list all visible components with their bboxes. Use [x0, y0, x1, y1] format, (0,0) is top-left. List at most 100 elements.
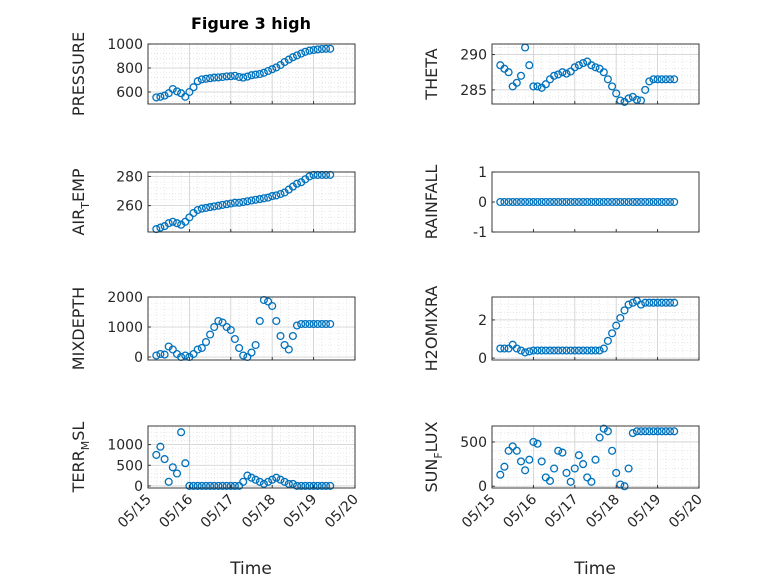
- data-point: [665, 75, 675, 84]
- data-point: [201, 203, 211, 212]
- data-point: [301, 47, 310, 56]
- data-point: [164, 219, 173, 228]
- data-point: [326, 481, 335, 490]
- data-point: [665, 298, 675, 307]
- data-point: [657, 298, 666, 307]
- data-point: [268, 192, 277, 201]
- data-point: [504, 446, 513, 455]
- y-tick-label: 1000: [107, 438, 143, 454]
- x-tick-label: 05/17: [542, 492, 582, 532]
- data-point: [292, 481, 302, 490]
- data-point: [317, 481, 326, 490]
- data-point: [239, 477, 248, 486]
- data-point: [587, 477, 596, 486]
- data-point: [579, 197, 588, 207]
- plot-area: [492, 172, 699, 232]
- data-point: [500, 462, 509, 471]
- data-point: [624, 300, 633, 309]
- data-point: [558, 448, 567, 457]
- data-point: [276, 331, 285, 341]
- data-point: [496, 470, 505, 479]
- data-point: [645, 427, 654, 436]
- data-point: [632, 427, 641, 436]
- data-point: [313, 319, 322, 329]
- data-point: [189, 83, 198, 92]
- data-point: [288, 479, 297, 488]
- y-tick-label: 280: [116, 169, 143, 185]
- data-point: [297, 481, 306, 490]
- data-point: [193, 481, 202, 490]
- data-point: [284, 345, 293, 354]
- data-point: [235, 343, 244, 353]
- x-tick-label: 05/20: [666, 492, 706, 532]
- data-point: [529, 82, 538, 91]
- data-point: [554, 346, 563, 355]
- data-point: [591, 455, 600, 464]
- data-point: [181, 217, 190, 226]
- data-point: [570, 63, 579, 72]
- data-point: [168, 84, 177, 94]
- x-tick-label: 05/19: [625, 492, 665, 532]
- data-point: [264, 477, 273, 486]
- subplot-sun-flux: 0 500 05/15 05/16 05/17 05/18 05/19 05/20 SUNFLU…: [422, 421, 706, 531]
- data-point: [156, 92, 165, 101]
- data-point: [516, 71, 526, 80]
- data-point: [653, 75, 662, 84]
- data-point: [500, 197, 509, 207]
- data-point: [550, 197, 559, 207]
- data-point: [160, 455, 169, 464]
- data-point: [558, 197, 567, 207]
- y-tick-label: 600: [116, 85, 143, 101]
- data-point: [292, 51, 302, 60]
- data-point: [222, 200, 231, 209]
- data-point: [670, 427, 679, 436]
- axes-box: [147, 171, 356, 233]
- data-point: [504, 197, 513, 207]
- y-tick-label: -1: [473, 225, 487, 241]
- data-point: [160, 350, 169, 359]
- x-tick-label: 05/18: [583, 492, 623, 532]
- data-point: [620, 482, 629, 491]
- data-point: [152, 450, 161, 459]
- data-point: [172, 87, 182, 96]
- y-tick-label: 290: [460, 48, 487, 64]
- data-point: [599, 68, 608, 77]
- data-point: [235, 198, 244, 207]
- data-point: [591, 63, 600, 72]
- data-point: [272, 191, 281, 200]
- data-point: [288, 331, 297, 341]
- data-point: [309, 481, 318, 490]
- data-point: [657, 197, 666, 207]
- y-tick-label: 2: [478, 313, 487, 329]
- data-point: [665, 427, 675, 436]
- data-point: [164, 89, 173, 98]
- data-point: [550, 346, 559, 355]
- data-point: [152, 351, 161, 360]
- y-tick-label: 0: [478, 351, 487, 367]
- data-point: [562, 197, 571, 207]
- data-point: [193, 205, 202, 215]
- data-point: [305, 172, 314, 181]
- data-point: [164, 477, 173, 486]
- data-point: [321, 319, 331, 329]
- x-tick-label: 05/17: [198, 492, 238, 532]
- y-tick-label: 0: [478, 479, 487, 495]
- data-point: [554, 70, 563, 79]
- data-point: [181, 351, 190, 360]
- data-point: [210, 202, 219, 211]
- data-point: [177, 428, 186, 437]
- data-point: [657, 427, 666, 436]
- data-point: [280, 477, 289, 486]
- data-point: [206, 481, 215, 490]
- data-point: [603, 336, 612, 345]
- x-tick-label: 05/19: [281, 492, 321, 532]
- data-point: [591, 197, 600, 207]
- data-point: [313, 170, 322, 179]
- plot-area: [148, 426, 355, 488]
- data-point: [550, 464, 559, 473]
- data-point: [193, 345, 202, 354]
- data-point: [516, 457, 526, 466]
- data-point: [181, 459, 190, 468]
- data-point: [185, 481, 194, 490]
- data-point: [172, 469, 182, 478]
